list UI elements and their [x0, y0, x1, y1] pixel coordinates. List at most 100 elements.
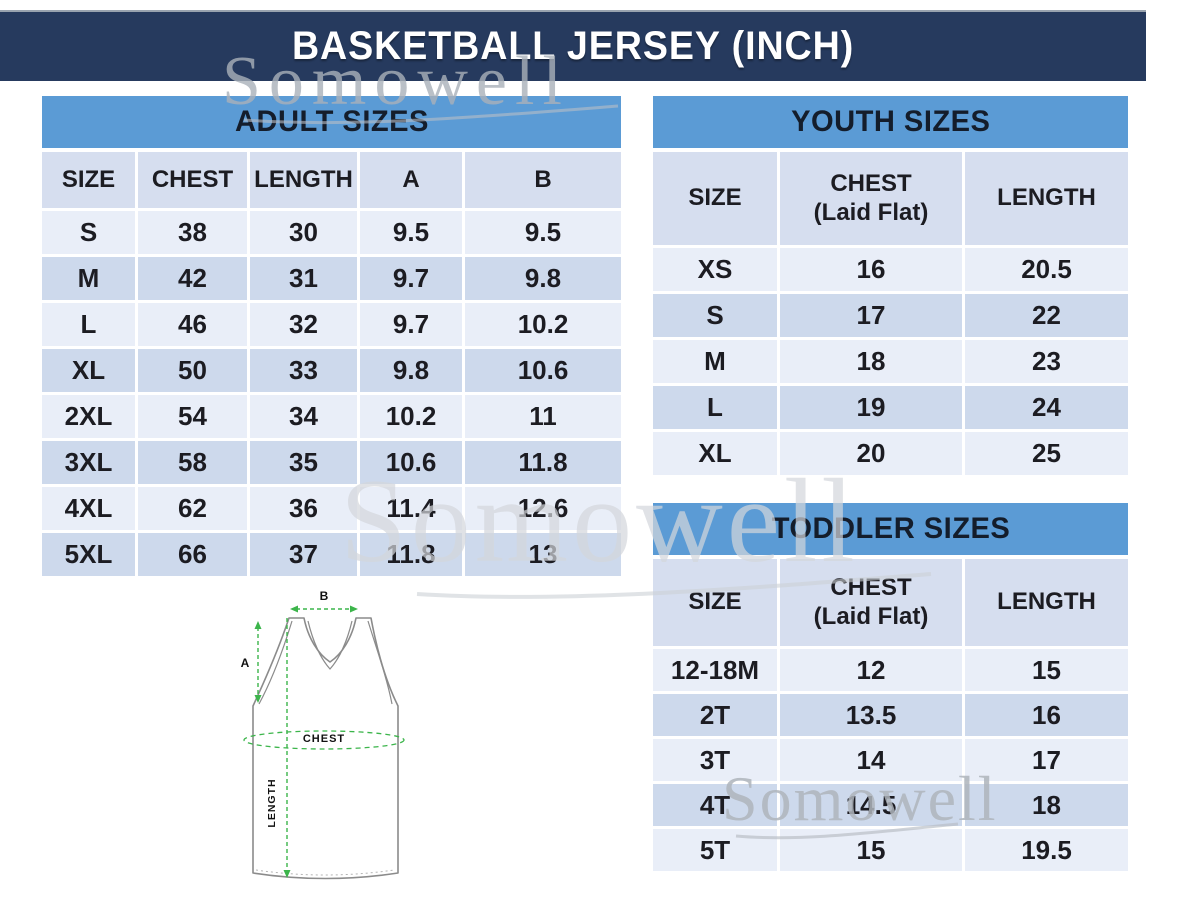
column-header: CHEST: [138, 152, 247, 208]
length-arrowhead-bottom: [283, 870, 291, 878]
youth-sizes-header: YOUTH SIZES: [653, 96, 1128, 148]
value-cell: 18: [965, 784, 1128, 826]
table-row: L 46 32 9.7 10.2: [42, 303, 621, 346]
value-cell: 36: [250, 487, 357, 530]
value-cell: 66: [138, 533, 247, 576]
size-cell: 12-18M: [653, 649, 777, 691]
table-row: 12-18M 12 15: [653, 649, 1128, 691]
value-cell: 12.6: [465, 487, 621, 530]
table-row: 4T 14.5 18: [653, 784, 1128, 826]
size-cell: M: [653, 340, 777, 383]
value-cell: 37: [250, 533, 357, 576]
column-header: LENGTH: [250, 152, 357, 208]
value-cell: 23: [965, 340, 1128, 383]
table-row: 4XL 62 36 11.4 12.6: [42, 487, 621, 530]
value-cell: 17: [780, 294, 962, 337]
column-header: SIZE: [653, 152, 777, 245]
value-cell: 13: [465, 533, 621, 576]
value-cell: 9.5: [360, 211, 462, 254]
value-cell: 34: [250, 395, 357, 438]
table-row: 5XL 66 37 11.8 13: [42, 533, 621, 576]
table-body: S 38 30 9.5 9.5 M 42 31 9.7 9.8 L 46 32 9.7 10.2 XL 50 33…: [42, 211, 621, 576]
hem-stitch-line: [255, 869, 395, 876]
column-header-row: SIZE CHEST (Laid Flat) LENGTH: [653, 559, 1128, 646]
value-cell: 9.7: [360, 257, 462, 300]
size-cell: L: [653, 386, 777, 429]
value-cell: 46: [138, 303, 247, 346]
value-cell: 54: [138, 395, 247, 438]
section-title: YOUTH SIZES: [790, 105, 991, 138]
size-cell: M: [42, 257, 135, 300]
value-cell: 13.5: [780, 694, 962, 736]
size-cell: 2XL: [42, 395, 135, 438]
table-row: M 18 23: [653, 340, 1128, 383]
column-header-row: SIZE CHEST (Laid Flat) LENGTH: [653, 152, 1128, 245]
table-row: S 17 22: [653, 294, 1128, 337]
value-cell: 19: [780, 386, 962, 429]
value-cell: 16: [965, 694, 1128, 736]
value-cell: 9.8: [465, 257, 621, 300]
value-cell: 18: [780, 340, 962, 383]
value-cell: 16: [780, 248, 962, 291]
column-header: CHEST (Laid Flat): [780, 559, 962, 646]
value-cell: 32: [250, 303, 357, 346]
value-cell: 10.6: [465, 349, 621, 392]
chest-label: CHEST: [303, 733, 345, 745]
value-cell: 38: [138, 211, 247, 254]
column-header: SIZE: [42, 152, 135, 208]
column-header-row: SIZE CHEST LENGTH A B: [42, 152, 621, 208]
b-arrowhead-left: [290, 605, 298, 613]
column-header: CHEST (Laid Flat): [780, 152, 962, 245]
value-cell: 31: [250, 257, 357, 300]
table-row: M 42 31 9.7 9.8: [42, 257, 621, 300]
size-cell: 4T: [653, 784, 777, 826]
right-armhole-binding-line: [367, 620, 393, 705]
size-cell: S: [653, 294, 777, 337]
table-row: 2XL 54 34 10.2 11: [42, 395, 621, 438]
value-cell: 25: [965, 432, 1128, 475]
section-title: ADULT SIZES: [234, 105, 429, 138]
page-title: BASKETBALL JERSEY (INCH): [291, 24, 855, 68]
size-cell: 3T: [653, 739, 777, 781]
value-cell: 11: [465, 395, 621, 438]
section-title: TODDLER SIZES: [771, 512, 1010, 545]
value-cell: 9.8: [360, 349, 462, 392]
b-arrowhead-right: [350, 605, 358, 613]
table-row: XL 20 25: [653, 432, 1128, 475]
size-cell: 4XL: [42, 487, 135, 530]
value-cell: 19.5: [965, 829, 1128, 871]
value-cell: 20: [780, 432, 962, 475]
b-label: B: [320, 589, 329, 603]
size-cell: XL: [653, 432, 777, 475]
value-cell: 9.5: [465, 211, 621, 254]
toddler-sizes-header: TODDLER SIZES: [653, 503, 1128, 555]
column-header: LENGTH: [965, 559, 1128, 646]
value-cell: 15: [780, 829, 962, 871]
value-cell: 58: [138, 441, 247, 484]
value-cell: 14.5: [780, 784, 962, 826]
value-cell: 10.2: [360, 395, 462, 438]
value-cell: 35: [250, 441, 357, 484]
jersey-diagram: B A CHEST LENGTH: [241, 589, 405, 880]
size-cell: 5T: [653, 829, 777, 871]
table-row: 2T 13.5 16: [653, 694, 1128, 736]
size-cell: 5XL: [42, 533, 135, 576]
value-cell: 17: [965, 739, 1128, 781]
column-header: B: [465, 152, 621, 208]
a-arrowhead-top: [254, 621, 262, 629]
column-header: SIZE: [653, 559, 777, 646]
table-row: XS 16 20.5: [653, 248, 1128, 291]
a-arrowhead-bottom: [254, 695, 262, 703]
value-cell: 9.7: [360, 303, 462, 346]
value-cell: 33: [250, 349, 357, 392]
left-armhole-binding-line: [258, 620, 293, 705]
value-cell: 10.2: [465, 303, 621, 346]
size-cell: XS: [653, 248, 777, 291]
value-cell: 30: [250, 211, 357, 254]
value-cell: 15: [965, 649, 1128, 691]
size-cell: 2T: [653, 694, 777, 736]
value-cell: 11.8: [360, 533, 462, 576]
chest-measure-ellipse: [243, 730, 405, 750]
jersey-outline-shape: [252, 617, 399, 880]
